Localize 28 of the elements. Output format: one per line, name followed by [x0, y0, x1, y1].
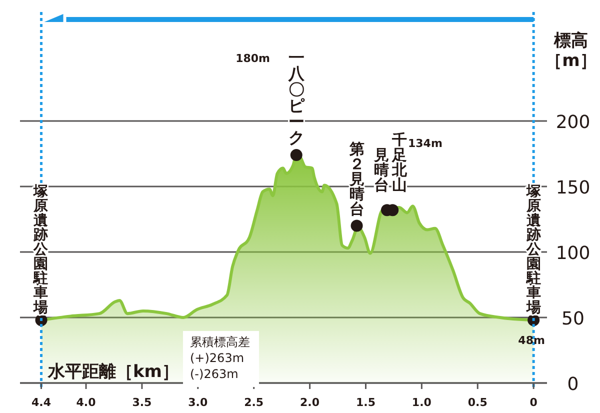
x-tick-label: 3.5	[132, 396, 152, 409]
text: 塚原遺跡公園駐車場	[526, 184, 542, 316]
y-axis-title: 標高［m］	[545, 31, 597, 71]
x-tick-label: 4.0	[76, 396, 96, 409]
y-tick-label: 0	[567, 374, 579, 395]
y-tick-label: 150	[556, 178, 590, 198]
x-tick-label: 2.5	[244, 396, 264, 409]
x-tick-label: 3.0	[188, 396, 208, 409]
annotation: 累積標高差 (+)263m (-)263m	[190, 335, 250, 381]
x-tick-label: 4.4	[32, 396, 52, 409]
text: 塚原遺跡公園駐車場	[34, 184, 48, 316]
y-tick-label: 100	[556, 243, 590, 264]
annotation: 一八〇ピーク	[287, 48, 306, 148]
x-tick-label: 0.5	[468, 396, 488, 409]
point	[350, 220, 363, 232]
annotation: 48m	[518, 334, 545, 348]
x-tick-label: 2.0	[300, 396, 320, 409]
x-tick-label: 0	[530, 396, 538, 409]
x-tick-label: 1.5	[356, 396, 376, 409]
x-tick-label: 1.0	[412, 396, 432, 409]
x-axis-title: 水平距離［km］	[47, 362, 180, 382]
point	[290, 149, 302, 162]
y-tick-label: 50	[562, 308, 584, 330]
annotation: 134m	[408, 137, 442, 150]
text: 180m	[236, 52, 270, 65]
y-tick-label: 200	[556, 112, 590, 133]
annotation: 千足北山見晴台	[372, 131, 408, 194]
annotation: 第２見晴台	[348, 140, 364, 218]
